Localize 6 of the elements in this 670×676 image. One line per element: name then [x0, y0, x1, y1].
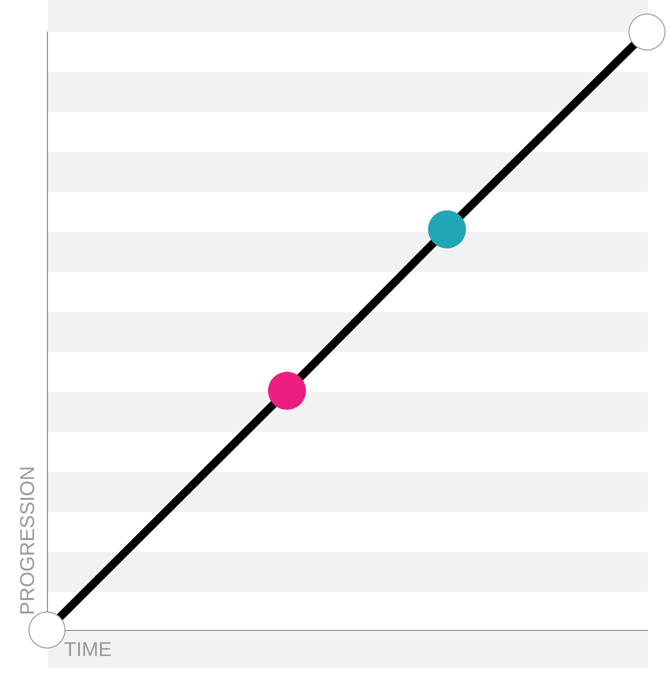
x-axis-title: TIME [64, 639, 112, 661]
point [28, 612, 66, 648]
point [628, 14, 666, 50]
point [428, 210, 466, 248]
y-axis-title: PROGRESSION [17, 466, 39, 615]
point [268, 372, 306, 410]
